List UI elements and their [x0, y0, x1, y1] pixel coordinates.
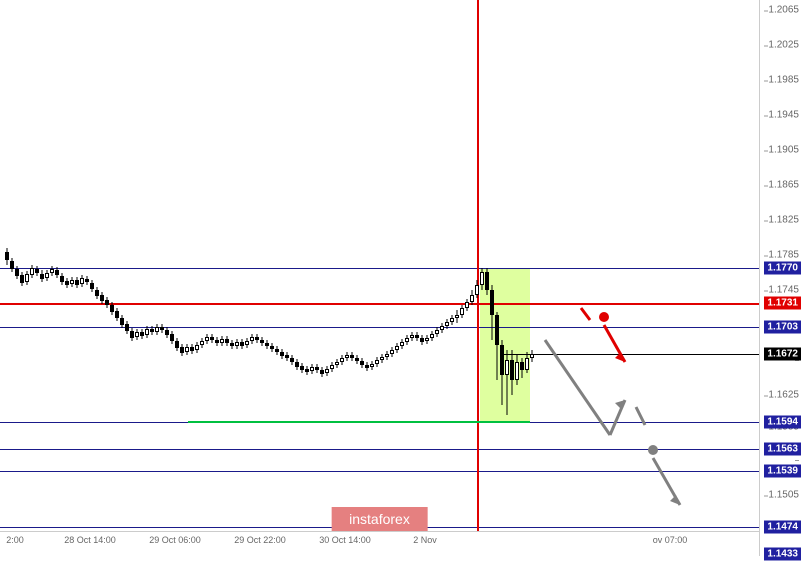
x-tick-label: 30 Oct 14:00: [319, 535, 371, 545]
price-level-line: [500, 354, 759, 355]
green-support-line: [188, 421, 530, 423]
y-tick-label: 1.1745: [768, 285, 799, 296]
price-level-label: 1.1672: [764, 348, 801, 361]
y-tick-label: 1.1825: [768, 215, 799, 226]
y-tick-label: 1.2065: [768, 5, 799, 16]
price-level-label: 1.1433: [764, 548, 801, 561]
price-level-label: 1.1474: [764, 521, 801, 534]
y-tick-label: 1.1865: [768, 180, 799, 191]
y-tick-label: 1.2025: [768, 40, 799, 51]
x-axis: 2:00 28 Oct 14:00 29 Oct 06:00 29 Oct 22:00…: [0, 531, 759, 556]
highlight-zone: [480, 268, 530, 423]
price-level-label: 1.1563: [764, 443, 801, 456]
price-level-label: 1.1770: [764, 262, 801, 275]
y-tick-label: 1.1905: [768, 145, 799, 156]
chart-plot-area: 2:00 28 Oct 14:00 29 Oct 06:00 29 Oct 22:00…: [0, 0, 759, 556]
y-tick-label: 1.1985: [768, 75, 799, 86]
price-level-label: 1.1703: [764, 321, 801, 334]
price-level-line: [0, 449, 759, 450]
price-level-line: [0, 268, 759, 269]
y-tick-label: 1.1505: [768, 490, 799, 501]
price-level-line: [0, 327, 759, 328]
x-tick-label: 2 Nov: [413, 535, 437, 545]
x-tick-label: 29 Oct 06:00: [149, 535, 201, 545]
price-level-line: [0, 471, 759, 472]
y-tick-label: 1.1785: [768, 250, 799, 261]
x-tick-label: ov 07:00: [653, 535, 688, 545]
x-tick-label: 28 Oct 14:00: [64, 535, 116, 545]
price-level-label: 1.1594: [764, 416, 801, 429]
y-axis: 1.2065 1.2025 1.1985 1.1945 1.1905 1.1865 1.18…: [759, 0, 801, 556]
forecast-arrows: [0, 0, 759, 556]
vertical-crosshair: [477, 0, 479, 556]
price-level-label: 1.1539: [764, 465, 801, 478]
x-tick-label: 29 Oct 22:00: [234, 535, 286, 545]
x-tick-label: 2:00: [6, 535, 24, 545]
y-tick-label: 1.1625: [768, 390, 799, 401]
y-tick-label: 1.1945: [768, 110, 799, 121]
price-level-label: 1.1731: [764, 297, 801, 310]
watermark-label: instaforex: [331, 507, 428, 531]
